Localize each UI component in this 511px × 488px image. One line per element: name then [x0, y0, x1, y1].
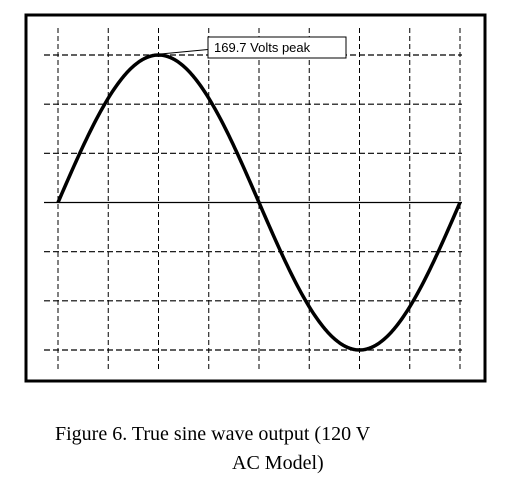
oscilloscope-figure: 169.7 Volts peak: [24, 13, 487, 383]
figure-caption-line-1: Figure 6. True sine wave output (120 V: [55, 423, 371, 445]
peak-annotation-label: 169.7 Volts peak: [214, 40, 311, 55]
sine-wave-series: [56, 53, 462, 352]
figure-caption-line-2: AC Model): [232, 452, 324, 474]
peak-annotation-box: [207, 36, 347, 59]
peak-annotation-leader: [160, 49, 209, 55]
peak-annotation: 169.7 Volts peak: [160, 36, 347, 59]
